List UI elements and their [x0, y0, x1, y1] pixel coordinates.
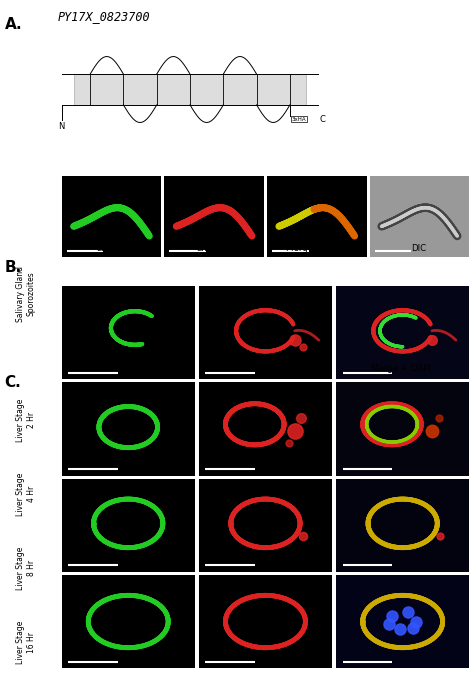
Text: 3xHA: 3xHA	[292, 117, 307, 122]
Text: anti-CSP: anti-CSP	[196, 244, 233, 253]
Text: Liver Stage
8 Hr: Liver Stage 8 Hr	[17, 547, 36, 590]
Text: Salivary Gland
Sporozoites: Salivary Gland Sporozoites	[17, 266, 36, 321]
Text: A.: A.	[5, 17, 22, 32]
Text: DIC: DIC	[411, 244, 426, 253]
Text: anti-HA: anti-HA	[97, 244, 128, 253]
Text: Liver Stage
2 Hr: Liver Stage 2 Hr	[17, 398, 36, 441]
Text: C.: C.	[5, 375, 21, 389]
Text: Merge + DAPI: Merge + DAPI	[286, 244, 346, 253]
Text: Liver Stage
16 Hr: Liver Stage 16 Hr	[17, 621, 36, 664]
Text: Merge + DAPI: Merge + DAPI	[372, 364, 431, 373]
Text: anti-HA: anti-HA	[114, 364, 146, 373]
Text: N: N	[58, 122, 65, 132]
Text: PY17X_0823700: PY17X_0823700	[57, 9, 150, 23]
Text: Liver Stage
4 Hr: Liver Stage 4 Hr	[17, 472, 36, 516]
Text: anti-UIS4: anti-UIS4	[246, 364, 285, 373]
Text: B.: B.	[5, 260, 22, 275]
Bar	[74, 74, 306, 105]
Text: C: C	[319, 115, 325, 124]
